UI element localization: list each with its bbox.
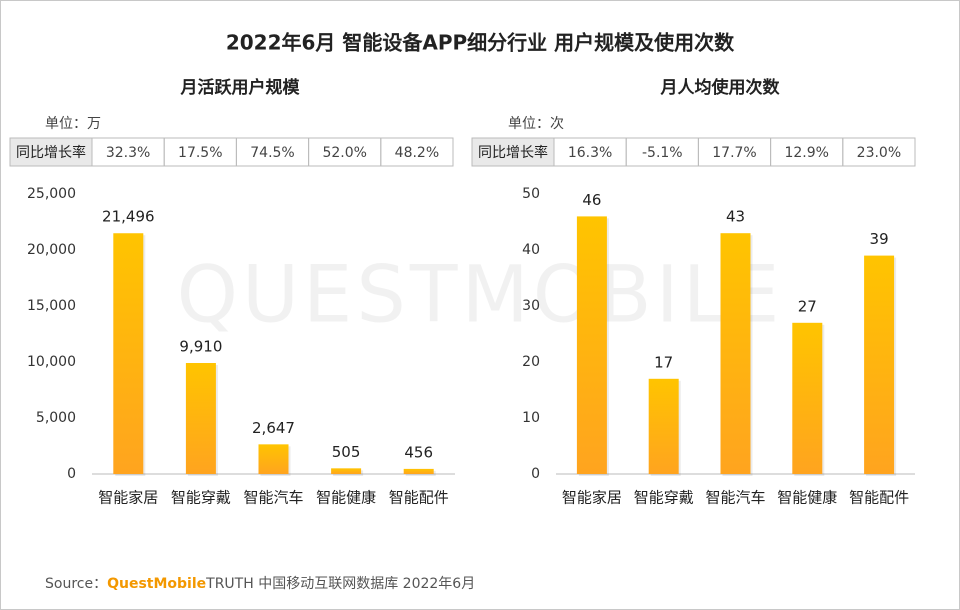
value-label: 39 bbox=[870, 230, 889, 248]
chart-title: 月活跃用户规模 bbox=[180, 77, 301, 98]
bar bbox=[113, 233, 144, 474]
value-label: 46 bbox=[582, 191, 601, 209]
source: Source：QuestMobileTRUTH 中国移动互联网数据库 2022年… bbox=[45, 576, 475, 592]
y-tick-label: 20 bbox=[522, 354, 540, 370]
bar bbox=[331, 468, 362, 474]
bar bbox=[720, 233, 751, 474]
x-tick-label: 智能健康 bbox=[316, 489, 376, 507]
y-tick-label: 20,000 bbox=[27, 242, 76, 258]
y-tick-label: 15,000 bbox=[27, 298, 76, 314]
y-tick-label: 0 bbox=[531, 466, 540, 482]
value-label: 456 bbox=[404, 443, 433, 461]
y-tick-label: 40 bbox=[522, 242, 540, 258]
value-label: 21,496 bbox=[102, 208, 155, 226]
value-label: 43 bbox=[726, 208, 745, 226]
page-title: 2022年6月 智能设备APP细分行业 用户规模及使用次数 bbox=[226, 31, 735, 55]
source-text: TRUTH 中国移动互联网数据库 2022年6月 bbox=[205, 576, 475, 592]
value-label: 17 bbox=[654, 353, 673, 371]
value-label: 505 bbox=[332, 443, 361, 461]
yoy-value: 52.0% bbox=[322, 145, 366, 161]
unit-label: 单位：万 bbox=[45, 116, 101, 132]
y-tick-label: 30 bbox=[522, 298, 540, 314]
bar bbox=[258, 444, 289, 474]
y-tick-label: 50 bbox=[522, 186, 540, 202]
y-tick-label: 5,000 bbox=[36, 410, 76, 426]
x-tick-label: 智能穿戴 bbox=[634, 489, 694, 507]
yoy-value: 32.3% bbox=[106, 145, 150, 161]
yoy-value: 74.5% bbox=[250, 145, 294, 161]
y-tick-label: 10,000 bbox=[27, 354, 76, 370]
yoy-label: 同比增长率 bbox=[16, 144, 86, 161]
x-tick-label: 智能健康 bbox=[777, 489, 837, 507]
source-brand: QuestMobile bbox=[107, 576, 206, 592]
x-tick-label: 智能穿戴 bbox=[171, 489, 231, 507]
yoy-cell bbox=[842, 137, 916, 167]
y-tick-label: 10 bbox=[522, 410, 540, 426]
yoy-label-cell bbox=[9, 137, 93, 167]
yoy-value: 16.3% bbox=[568, 145, 612, 161]
bar bbox=[864, 255, 895, 474]
x-tick-label: 智能家居 bbox=[98, 489, 158, 507]
yoy-value: 23.0% bbox=[857, 145, 901, 161]
yoy-value: 17.7% bbox=[712, 145, 756, 161]
bar bbox=[792, 322, 823, 474]
value-label: 2,647 bbox=[252, 419, 295, 437]
x-tick-label: 智能配件 bbox=[389, 489, 449, 507]
x-tick-label: 智能汽车 bbox=[705, 489, 765, 507]
x-tick-label: 智能家居 bbox=[562, 489, 622, 507]
yoy-label-cell bbox=[471, 137, 555, 167]
value-label: 27 bbox=[798, 297, 817, 315]
bar bbox=[648, 378, 679, 474]
source-prefix: Source： bbox=[45, 576, 107, 592]
watermark: QUESTMOBILE bbox=[177, 250, 784, 340]
y-tick-label: 25,000 bbox=[27, 186, 76, 202]
x-tick-label: 智能汽车 bbox=[243, 489, 303, 507]
unit-label: 单位：次 bbox=[508, 116, 564, 132]
chart-title: 月人均使用次数 bbox=[660, 77, 781, 98]
yoy-cell bbox=[380, 137, 454, 167]
y-tick-label: 0 bbox=[67, 466, 76, 482]
yoy-value: -5.1% bbox=[642, 145, 683, 161]
yoy-value: 48.2% bbox=[395, 145, 439, 161]
yoy-value: 12.9% bbox=[784, 145, 828, 161]
bar bbox=[576, 216, 607, 474]
bar bbox=[185, 363, 216, 474]
value-label: 9,910 bbox=[179, 338, 222, 356]
bar bbox=[403, 468, 434, 474]
yoy-value: 17.5% bbox=[178, 145, 222, 161]
yoy-label: 同比增长率 bbox=[478, 144, 548, 161]
x-tick-label: 智能配件 bbox=[849, 489, 909, 507]
